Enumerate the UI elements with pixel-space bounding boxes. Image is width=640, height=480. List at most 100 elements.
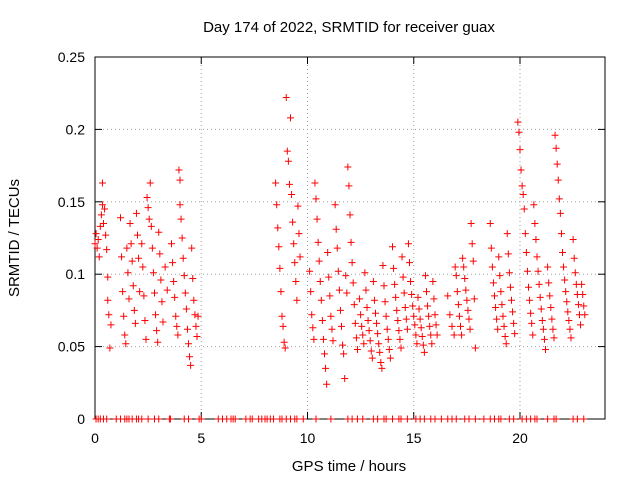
data-point <box>529 331 537 339</box>
data-point <box>533 415 541 423</box>
data-point <box>158 298 166 306</box>
data-point <box>191 311 199 319</box>
data-point <box>92 230 100 238</box>
ticks: 0 0.05 0.1 0.15 0.2 0.25 0 5 10 15 20 <box>58 49 605 446</box>
data-point <box>452 415 460 423</box>
grid <box>95 57 605 419</box>
data-point <box>521 230 529 238</box>
data-point <box>385 345 393 353</box>
data-point <box>325 273 333 281</box>
data-point <box>567 334 575 342</box>
data-point <box>129 282 137 290</box>
data-point <box>527 309 535 317</box>
data-point <box>581 311 589 319</box>
data-point <box>420 348 428 356</box>
data-point <box>579 290 587 298</box>
data-point <box>121 331 129 339</box>
data-point <box>398 253 406 261</box>
data-point <box>100 220 107 228</box>
data-point <box>296 253 304 261</box>
data-point <box>103 246 111 254</box>
data-point <box>471 415 479 423</box>
data-point <box>187 361 195 369</box>
data-point <box>142 335 150 343</box>
data-point <box>122 340 130 348</box>
data-point <box>314 238 322 246</box>
data-point <box>412 331 420 339</box>
data-point <box>515 128 523 136</box>
data-point <box>522 248 530 256</box>
data-point <box>580 302 588 310</box>
data-point <box>448 322 456 330</box>
data-point <box>170 277 178 285</box>
data-point <box>428 340 436 348</box>
data-point <box>194 312 202 320</box>
data-point <box>130 306 138 314</box>
data-point <box>564 308 572 316</box>
data-point <box>416 315 424 323</box>
data-point <box>344 163 352 171</box>
data-point <box>120 312 128 320</box>
data-point <box>282 94 290 102</box>
data-point <box>384 335 392 343</box>
data-point <box>421 272 429 280</box>
data-point <box>403 325 411 333</box>
data-point <box>573 415 581 423</box>
data-point <box>491 292 498 300</box>
data-point <box>431 415 439 423</box>
data-point <box>433 331 441 339</box>
data-point <box>324 248 332 256</box>
data-point <box>368 354 376 362</box>
data-point <box>283 147 291 155</box>
data-point <box>389 415 396 423</box>
data-point <box>369 277 377 285</box>
y-tick-label: 0.1 <box>66 266 86 282</box>
data-point <box>289 218 297 226</box>
data-point <box>189 275 197 283</box>
data-point <box>430 295 438 303</box>
x-tick-label: 5 <box>197 430 205 446</box>
data-point <box>555 195 563 203</box>
data-point <box>399 273 407 281</box>
data-point <box>427 331 435 339</box>
data-point <box>359 331 367 339</box>
data-point <box>493 315 501 323</box>
data-point <box>293 415 301 423</box>
data-point <box>409 302 417 310</box>
data-point <box>351 319 359 327</box>
data-point <box>502 340 510 348</box>
data-point <box>327 312 335 320</box>
data-point <box>340 350 348 358</box>
data-point <box>101 205 109 213</box>
data-point <box>141 317 149 325</box>
data-point <box>182 305 190 313</box>
data-point <box>453 288 461 296</box>
data-point <box>172 312 180 320</box>
data-point <box>155 228 163 236</box>
data-point <box>514 118 522 126</box>
y-axis-label: SRMTID / TECUs <box>6 179 23 297</box>
data-point <box>380 282 388 290</box>
data-point <box>281 344 289 352</box>
data-point <box>577 321 585 329</box>
data-point <box>358 322 366 330</box>
data-point <box>171 293 179 301</box>
data-point <box>552 144 560 152</box>
data-point <box>391 280 399 288</box>
data-point <box>280 338 288 346</box>
data-point <box>540 335 548 343</box>
data-point <box>144 204 152 212</box>
data-point <box>506 283 514 291</box>
data-point <box>386 354 394 362</box>
data-point <box>538 317 546 325</box>
data-point <box>510 319 518 327</box>
data-point <box>414 293 422 301</box>
data-point <box>139 263 147 271</box>
data-point <box>188 244 196 252</box>
data-point <box>118 253 126 261</box>
data-point <box>157 276 165 284</box>
data-point <box>458 331 466 339</box>
data-point <box>197 415 205 423</box>
data-point <box>159 318 167 326</box>
